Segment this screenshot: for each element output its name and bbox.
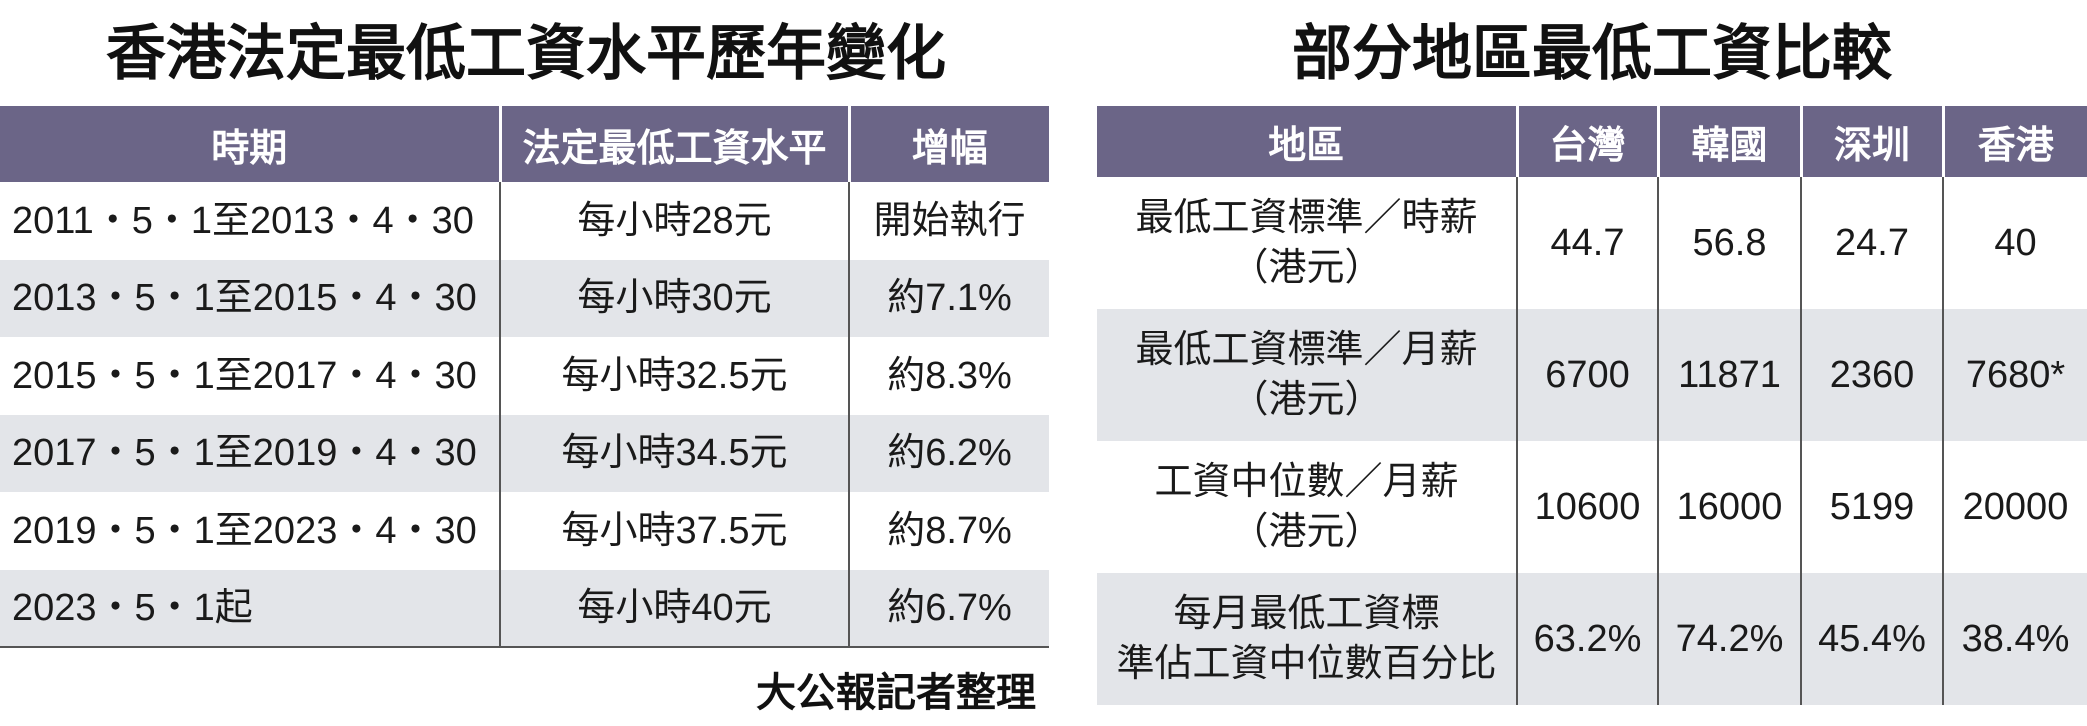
left-title: 香港法定最低工資水平歷年變化 <box>106 20 946 87</box>
label-line: 最低工資標準／時薪 <box>1135 197 1478 239</box>
table-row: 2017・5・1至2019・4・30 每小時34.5元 約6.2% <box>0 414 1049 492</box>
table-row: 工資中位數／月薪 （港元） 10600 16000 5199 20000 <box>1097 441 2087 573</box>
table-row: 2011・5・1至2013・4・30 每小時28元 開始執行 <box>0 182 1049 260</box>
table-cell: 約6.2% <box>848 414 1049 492</box>
right-title: 部分地區最低工資比較 <box>1292 20 1892 87</box>
table-cell: 每小時37.5元 <box>499 492 849 570</box>
label-line: （港元） <box>1230 247 1383 289</box>
table-cell: 44.7 <box>1516 177 1658 309</box>
table-cell: 38.4% <box>1942 573 2087 705</box>
label-line: 工資中位數／月薪 <box>1154 461 1459 503</box>
header-cell: 韓國 <box>1656 106 1801 177</box>
table-cell: 每小時40元 <box>499 569 849 647</box>
table-row: 2013・5・1至2015・4・30 每小時30元 約7.1% <box>0 259 1049 337</box>
table-cell: 74.2% <box>1657 573 1801 705</box>
label-line: （港元） <box>1230 511 1383 553</box>
table-row: 每月最低工資標 準佔工資中位數百分比 63.2% 74.2% 45.4% 38.4% <box>1097 573 2087 705</box>
source-note: 大公報記者整理 <box>756 671 1036 715</box>
header-row: 地區 台灣 韓國 深圳 香港 <box>1097 106 2087 177</box>
table-cell: 開始執行 <box>848 182 1049 260</box>
table-cell: 每小時30元 <box>499 259 849 337</box>
header-cell: 台灣 <box>1515 106 1658 177</box>
table-cell: 24.7 <box>1800 177 1943 309</box>
region-compare-table: 地區 台灣 韓國 深圳 香港 最低工資標準／時薪 （港元） 44.7 56.8 24.7 40 最低工… <box>1097 106 2087 705</box>
table-cell: 每小時34.5元 <box>499 414 849 492</box>
table-cell: 約8.3% <box>848 337 1049 415</box>
header-cell: 深圳 <box>1799 106 1943 177</box>
table-cell: 20000 <box>1942 441 2087 573</box>
table-row: 2019・5・1至2023・4・30 每小時37.5元 約8.7% <box>0 492 1049 570</box>
table-cell: 2023・5・1起 <box>0 569 500 647</box>
header-cell: 增幅 <box>847 106 1049 182</box>
table-cell: 5199 <box>1800 441 1943 573</box>
table-row: 最低工資標準／時薪 （港元） 44.7 56.8 24.7 40 <box>1097 177 2087 309</box>
table-row: 2015・5・1至2017・4・30 每小時32.5元 約8.3% <box>0 337 1049 415</box>
table-cell: 63.2% <box>1516 573 1658 705</box>
table-cell: 約6.7% <box>848 569 1049 647</box>
table-cell: 2017・5・1至2019・4・30 <box>0 414 500 492</box>
label-line: 準佔工資中位數百分比 <box>1116 643 1497 685</box>
table-cell: 2019・5・1至2023・4・30 <box>12 509 477 552</box>
row-label: 工資中位數／月薪 （港元） <box>1097 441 1517 573</box>
table-cell: 56.8 <box>1657 177 1801 309</box>
header-cell: 法定最低工資水平 <box>498 106 849 182</box>
table-row: 最低工資標準／月薪 （港元） 6700 11871 2360 7680* <box>1097 309 2087 441</box>
header-cell: 香港 <box>1941 106 2087 177</box>
table-cell: 2011・5・1至2013・4・30 <box>12 199 474 242</box>
label-line: 最低工資標準／月薪 <box>1135 329 1478 371</box>
table-cell: 約7.1% <box>848 259 1049 337</box>
table-cell: 6700 <box>1516 309 1658 441</box>
header-row: 時期 法定最低工資水平 增幅 <box>0 106 1049 182</box>
header-cell: 地區 <box>1097 106 1517 177</box>
table-cell: 11871 <box>1657 309 1801 441</box>
row-label: 每月最低工資標準佔工資中位數百分比 <box>1097 573 1517 705</box>
header-cell: 時期 <box>0 106 500 182</box>
row-label: 最低工資標準／時薪 （港元） <box>1097 177 1517 309</box>
table-cell: 10600 <box>1516 441 1658 573</box>
label-line: （港元） <box>1230 379 1383 421</box>
table-cell: 40 <box>1942 177 2087 309</box>
table-cell: 2360 <box>1800 309 1943 441</box>
table-cell: 2015・5・1至2017・4・30 <box>12 354 477 397</box>
table-cell: 每小時28元 <box>499 182 849 260</box>
table-row: 2023・5・1起 每小時40元 約6.7% <box>0 569 1049 647</box>
table-cell: 7680* <box>1942 309 2087 441</box>
table-cell: 每小時32.5元 <box>499 337 849 415</box>
wage-history-table: 時期 法定最低工資水平 增幅 2011・5・1至2013・4・30 每小時28元 開始執行… <box>0 106 1049 648</box>
table-cell: 45.4% <box>1800 573 1943 705</box>
table-cell: 2013・5・1至2015・4・30 <box>0 259 500 337</box>
table-cell: 16000 <box>1657 441 1801 573</box>
table-cell: 約8.7% <box>848 492 1049 570</box>
row-label: 最低工資標準／月薪 （港元） <box>1097 309 1517 441</box>
label-line: 每月最低工資標 <box>1173 593 1440 635</box>
